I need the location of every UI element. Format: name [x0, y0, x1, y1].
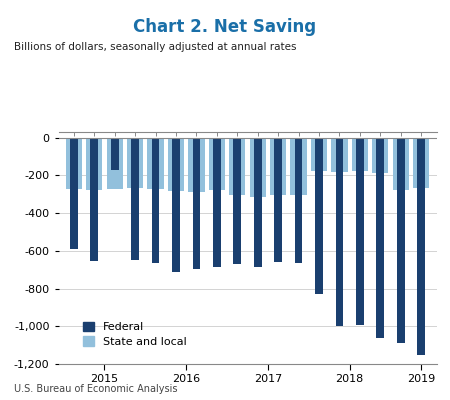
Bar: [90, 138, 98, 261]
Bar: [127, 138, 143, 188]
Bar: [336, 138, 343, 326]
Bar: [372, 138, 388, 172]
Bar: [70, 138, 78, 249]
Bar: [392, 138, 409, 190]
Bar: [131, 138, 139, 260]
Bar: [213, 138, 221, 267]
Legend: Federal, State and local: Federal, State and local: [83, 322, 187, 347]
Bar: [111, 138, 118, 170]
Bar: [274, 138, 282, 262]
Bar: [413, 138, 429, 188]
Bar: [417, 138, 425, 354]
Bar: [107, 138, 123, 188]
Bar: [397, 138, 405, 343]
Bar: [254, 138, 261, 267]
Bar: [193, 138, 200, 269]
Text: U.S. Bureau of Economic Analysis: U.S. Bureau of Economic Analysis: [14, 384, 177, 394]
Bar: [172, 138, 180, 272]
Bar: [331, 138, 347, 172]
Bar: [290, 138, 307, 195]
Bar: [168, 138, 184, 192]
Text: Billions of dollars, seasonally adjusted at annual rates: Billions of dollars, seasonally adjusted…: [14, 42, 296, 52]
Bar: [188, 138, 205, 192]
Bar: [66, 138, 82, 188]
Bar: [315, 138, 323, 294]
Bar: [270, 138, 286, 195]
Bar: [250, 138, 266, 197]
Bar: [148, 138, 164, 188]
Bar: [352, 138, 368, 171]
Bar: [152, 138, 159, 263]
Bar: [209, 138, 225, 190]
Text: Chart 2. Net Saving: Chart 2. Net Saving: [134, 18, 316, 36]
Bar: [295, 138, 302, 263]
Bar: [377, 138, 384, 338]
Bar: [311, 138, 327, 171]
Bar: [234, 138, 241, 264]
Bar: [86, 138, 103, 190]
Bar: [229, 138, 245, 195]
Bar: [356, 138, 364, 325]
